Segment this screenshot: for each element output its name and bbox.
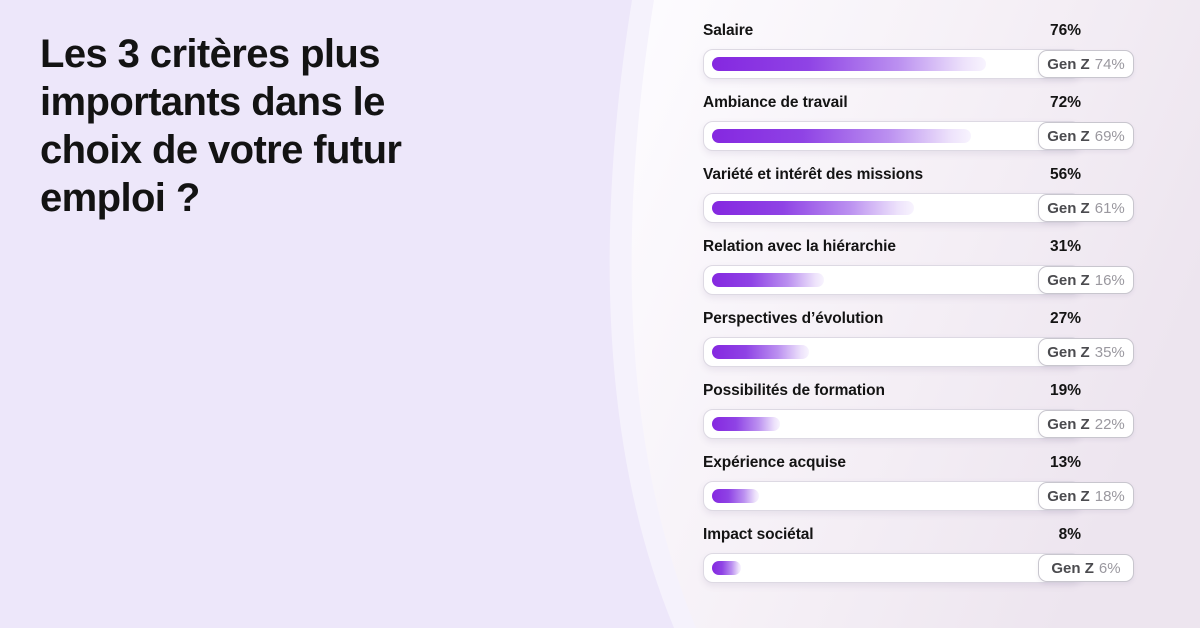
- criterion-label: Possibilités de formation: [703, 382, 885, 399]
- genz-badge-value: 69%: [1094, 127, 1125, 145]
- criterion-label: Ambiance de travail: [703, 94, 848, 111]
- genz-badge-label: Gen Z: [1047, 199, 1090, 217]
- chart-row: Variété et intérêt des missions 56% Gen …: [703, 166, 1134, 238]
- chart-row: Expérience acquise 13% Gen Z 18%: [703, 454, 1134, 526]
- row-header: Expérience acquise 13%: [703, 454, 1081, 474]
- genz-badge-label: Gen Z: [1047, 487, 1090, 505]
- bar-track: Gen Z 35%: [703, 337, 1134, 367]
- row-header: Salaire 76%: [703, 22, 1081, 42]
- row-header: Variété et intérêt des missions 56%: [703, 166, 1081, 186]
- criterion-value: 76%: [1049, 22, 1081, 39]
- row-header: Relation avec la hiérarchie 31%: [703, 238, 1081, 258]
- genz-badge-label: Gen Z: [1047, 343, 1090, 361]
- genz-badge-value: 35%: [1094, 343, 1125, 361]
- genz-badge-value: 16%: [1094, 271, 1125, 289]
- genz-badge: Gen Z 16%: [1038, 266, 1134, 294]
- genz-badge: Gen Z 69%: [1038, 122, 1134, 150]
- chart-row: Relation avec la hiérarchie 31% Gen Z 16…: [703, 238, 1134, 310]
- genz-badge-value: 61%: [1094, 199, 1125, 217]
- curve-main-shape: [631, 0, 1200, 628]
- bar-fill: [712, 489, 759, 503]
- genz-badge: Gen Z 6%: [1038, 554, 1134, 582]
- genz-badge: Gen Z 18%: [1038, 482, 1134, 510]
- page-title: Les 3 critères plus importants dans le c…: [40, 32, 402, 220]
- genz-badge: Gen Z 74%: [1038, 50, 1134, 78]
- bar-track: Gen Z 74%: [703, 49, 1134, 79]
- row-header: Impact sociétal 8%: [703, 526, 1081, 546]
- criterion-label: Relation avec la hiérarchie: [703, 238, 896, 255]
- criterion-value: 19%: [1049, 382, 1081, 399]
- bar-fill: [712, 57, 986, 71]
- criterion-value: 27%: [1049, 310, 1081, 327]
- bar-fill: [712, 201, 914, 215]
- criterion-value: 13%: [1049, 454, 1081, 471]
- bar-fill: [712, 345, 809, 359]
- genz-badge-label: Gen Z: [1047, 415, 1090, 433]
- criterion-value: 72%: [1049, 94, 1081, 111]
- genz-badge-value: 22%: [1094, 415, 1125, 433]
- row-header: Possibilités de formation 19%: [703, 382, 1081, 402]
- genz-badge-value: 6%: [1098, 559, 1121, 577]
- genz-badge-label: Gen Z: [1051, 559, 1094, 577]
- genz-badge-label: Gen Z: [1047, 127, 1090, 145]
- left-panel: Les 3 critères plus importants dans le c…: [40, 30, 460, 222]
- genz-badge: Gen Z 61%: [1038, 194, 1134, 222]
- bar-track: Gen Z 61%: [703, 193, 1134, 223]
- criterion-label: Impact sociétal: [703, 526, 814, 543]
- criterion-label: Perspectives d’évolution: [703, 310, 884, 327]
- bar-fill: [712, 129, 971, 143]
- genz-badge: Gen Z 22%: [1038, 410, 1134, 438]
- bar-track: Gen Z 69%: [703, 121, 1134, 151]
- criterion-value: 56%: [1049, 166, 1081, 183]
- row-header: Ambiance de travail 72%: [703, 94, 1081, 114]
- bar-fill: [712, 417, 780, 431]
- genz-badge-value: 18%: [1094, 487, 1125, 505]
- chart-row: Impact sociétal 8% Gen Z 6%: [703, 526, 1134, 598]
- criterion-value: 31%: [1049, 238, 1081, 255]
- genz-badge-label: Gen Z: [1047, 271, 1090, 289]
- criterion-value: 8%: [1058, 526, 1081, 543]
- criterion-label: Salaire: [703, 22, 754, 39]
- criteria-chart: Salaire 76% Gen Z 74% Ambiance de travai…: [703, 22, 1134, 598]
- chart-row: Perspectives d’évolution 27% Gen Z 35%: [703, 310, 1134, 382]
- criterion-label: Expérience acquise: [703, 454, 846, 471]
- chart-row: Ambiance de travail 72% Gen Z 69%: [703, 94, 1134, 166]
- row-header: Perspectives d’évolution 27%: [703, 310, 1081, 330]
- bar-fill: [712, 561, 741, 575]
- genz-badge: Gen Z 35%: [1038, 338, 1134, 366]
- criterion-label: Variété et intérêt des missions: [703, 166, 924, 183]
- genz-badge-value: 74%: [1094, 55, 1125, 73]
- bar-track: Gen Z 22%: [703, 409, 1134, 439]
- bar-fill: [712, 273, 824, 287]
- chart-row: Possibilités de formation 19% Gen Z 22%: [703, 382, 1134, 454]
- chart-row: Salaire 76% Gen Z 74%: [703, 22, 1134, 94]
- bar-track: Gen Z 6%: [703, 553, 1134, 583]
- bar-track: Gen Z 18%: [703, 481, 1134, 511]
- bar-track: Gen Z 16%: [703, 265, 1134, 295]
- genz-badge-label: Gen Z: [1047, 55, 1090, 73]
